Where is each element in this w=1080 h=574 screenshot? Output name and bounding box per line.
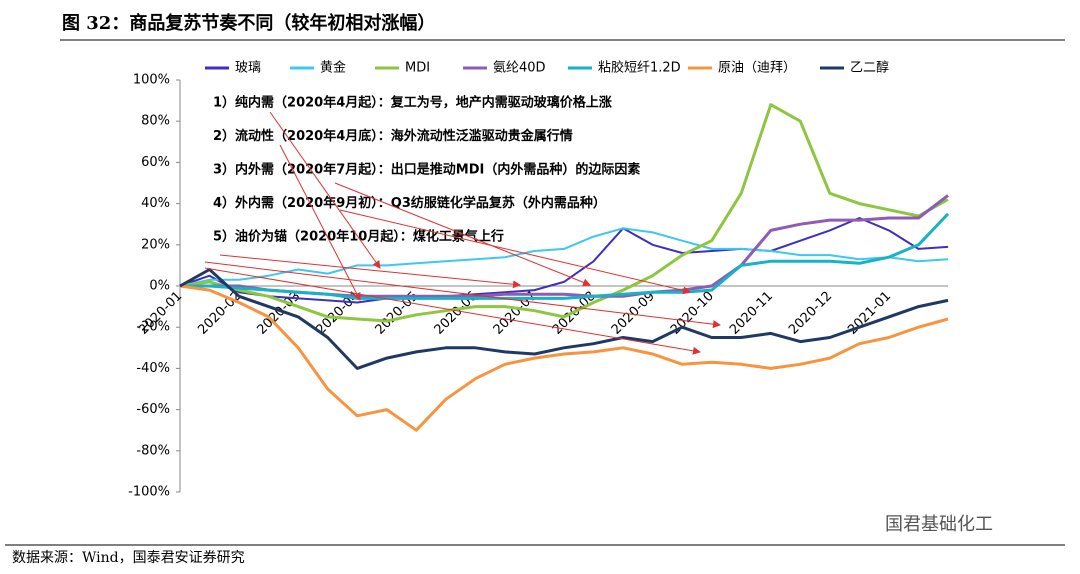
series-line <box>179 284 949 432</box>
annotation: 4）外内需（2020年9月初）：Q3纺服链化学品复苏（外内需品种） <box>213 195 606 211</box>
y-tick-label: 0% <box>149 279 170 294</box>
y-tick-label: 20% <box>141 237 170 252</box>
source: 数据来源：Wind，国泰君安证券研究 <box>12 550 245 566</box>
watermark: 国君基础化工 <box>885 514 993 535</box>
legend-label: 粘胶短纤1.2D <box>598 60 681 76</box>
legend-label: 原油（迪拜） <box>718 61 796 76</box>
legend-label: MDI <box>405 61 430 76</box>
annotation: 2）流动性（2020年4月底）：海外流动性泛滥驱动贵金属行情 <box>213 128 573 144</box>
y-tick-label: 40% <box>141 196 170 211</box>
y-tick-label: -20% <box>136 320 170 335</box>
legend-label: 乙二醇 <box>850 60 889 76</box>
legend-label: 氨纶40D <box>493 61 546 76</box>
annotation: 5）油价为锚（2020年10月起）：煤化工景气上行 <box>213 229 504 245</box>
series-line <box>179 227 949 287</box>
y-tick-label: -80% <box>136 443 170 458</box>
y-tick-label: 100% <box>133 73 170 88</box>
y-tick-label: 80% <box>141 114 170 129</box>
x-tick-label: 2020-11 <box>727 289 776 338</box>
annotation: 3）内外需（2020年7月起）：出口是推动MDI（内外需品种）的边际因素 <box>213 162 640 178</box>
chart-title: 图 32：商品复苏节奏不同（较年初相对涨幅） <box>62 12 435 34</box>
annotation-arrows <box>204 111 721 355</box>
legend-label: 黄金 <box>320 60 346 76</box>
y-tick-label: 60% <box>141 155 170 170</box>
series-line <box>179 217 949 304</box>
y-tick-label: -40% <box>136 361 170 376</box>
series-line <box>179 103 949 323</box>
y-tick-label: -60% <box>136 402 170 417</box>
x-tick-label: 2020-12 <box>786 289 835 338</box>
y-tick-label: -100% <box>128 485 170 500</box>
series-line <box>180 212 950 300</box>
legend-label: 玻璃 <box>235 61 261 76</box>
series-line <box>179 268 949 370</box>
annotation: 1）纯内需（2020年4月起）：复工为号，地产内需驱动玻璃价格上涨 <box>213 95 612 111</box>
